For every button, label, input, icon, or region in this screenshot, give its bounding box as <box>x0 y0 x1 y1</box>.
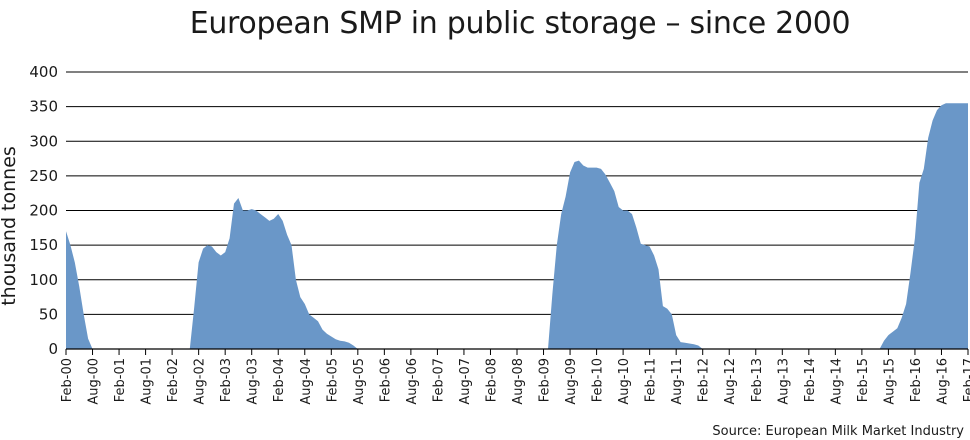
x-tick-label: Aug-13 <box>776 358 791 405</box>
y-tick-label: 350 <box>29 98 58 116</box>
storage-area <box>66 103 968 349</box>
y-axis-label: thousand tonnes <box>0 146 20 306</box>
source-note: Source: European Milk Market Industry <box>712 424 964 439</box>
x-tick-label: Feb-15 <box>856 358 871 402</box>
x-tick-label: Feb-00 <box>60 358 75 402</box>
x-axis: Feb-00 Aug-00 Feb-01 Aug-01 Feb-02 Aug-02 Feb-… <box>60 348 970 405</box>
x-tick-label: Aug-12 <box>723 358 738 405</box>
y-tick-label: 150 <box>29 236 58 254</box>
x-tick-label: Feb-05 <box>325 358 340 402</box>
area-series <box>66 103 968 349</box>
x-tick-label: Feb-16 <box>909 358 924 402</box>
x-tick-label: Aug-16 <box>936 358 951 405</box>
y-tick-label: 200 <box>29 202 58 220</box>
y-axis: 0 50 100 150 200 250 300 350 400 <box>29 63 58 358</box>
x-tick-label: Aug-02 <box>193 358 208 405</box>
y-tick-label: 250 <box>29 167 58 185</box>
x-tick-label: Feb-13 <box>750 358 765 402</box>
x-tick-label: Feb-09 <box>538 358 553 402</box>
x-tick-label: Aug-09 <box>564 358 579 405</box>
x-tick-label: Aug-03 <box>246 358 261 405</box>
chart-title: European SMP in public storage – since 2… <box>189 6 851 41</box>
x-tick-label: Feb-03 <box>219 358 234 402</box>
x-tick-label: Feb-11 <box>644 358 659 402</box>
x-tick-label: Aug-14 <box>829 358 844 405</box>
x-tick-label: Feb-04 <box>272 358 287 402</box>
x-tick-label: Aug-15 <box>882 358 897 405</box>
y-tick-label: 0 <box>48 340 58 358</box>
x-tick-label: Aug-11 <box>670 358 685 405</box>
x-tick-label: Aug-10 <box>617 358 632 405</box>
x-tick-label: Aug-01 <box>140 358 155 405</box>
x-tick-label: Feb-06 <box>378 358 393 402</box>
x-tick-label: Aug-04 <box>299 358 314 405</box>
x-tick-label: Feb-10 <box>591 358 606 402</box>
y-tick-label: 300 <box>29 132 58 150</box>
x-tick-label: Feb-12 <box>697 358 712 402</box>
x-tick-label: Aug-06 <box>405 358 420 405</box>
x-tick-label: Feb-08 <box>485 358 500 402</box>
x-tick-label: Aug-05 <box>352 358 367 405</box>
x-tick-label: Aug-07 <box>458 358 473 405</box>
y-tick-label: 100 <box>29 271 58 289</box>
x-tick-label: Feb-02 <box>166 358 181 402</box>
x-tick-label: Feb-14 <box>803 358 818 402</box>
x-tick-label: Feb-01 <box>113 358 128 402</box>
x-tick-label: Feb-17 <box>962 358 970 402</box>
x-tick-label: Feb-07 <box>431 358 446 402</box>
y-tick-label: 400 <box>29 63 58 81</box>
y-tick-label: 50 <box>39 305 58 323</box>
x-tick-label: Aug-00 <box>87 358 102 405</box>
x-tick-label: Aug-08 <box>511 358 526 405</box>
